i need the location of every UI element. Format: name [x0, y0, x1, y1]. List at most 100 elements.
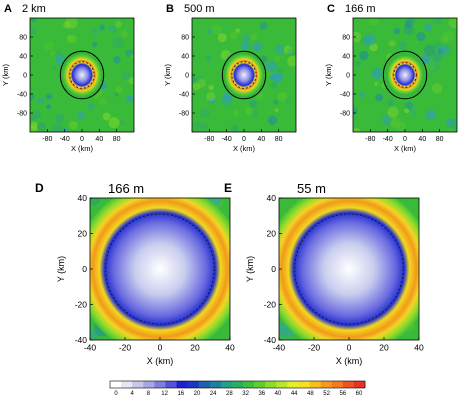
texture-blob [387, 106, 399, 118]
y-tick-label: 40 [181, 53, 189, 60]
panel-letter: C [327, 3, 335, 15]
texture-blob [369, 43, 378, 52]
texture-blob [50, 51, 55, 56]
texture-blob [51, 123, 64, 132]
reference-circle [59, 50, 105, 100]
texture-blob [386, 99, 395, 107]
texture-blob [374, 81, 379, 87]
texture-blob [240, 40, 250, 51]
texture-blob [113, 55, 121, 64]
y-tick-label: -40 [264, 335, 277, 345]
texture-blob [45, 93, 53, 100]
texture-blob [433, 41, 442, 50]
x-tick-label: -40 [222, 136, 232, 143]
texture-blob [206, 91, 216, 102]
panel-c: -80 -40 0 40 80 -80 -40 0 40 80 X (km) Y (km) C 166 m [324, 3, 458, 153]
x-tick-label: -80 [365, 136, 375, 143]
texture-blob [65, 18, 78, 29]
colorbar-swatch [121, 381, 133, 388]
x-tick-label: 20 [190, 343, 200, 353]
texture-blob [432, 51, 443, 63]
y-tick-label: 0 [23, 72, 27, 79]
texture-blob [55, 50, 62, 56]
vortex-field [58, 49, 106, 101]
y-tick-label: 0 [346, 72, 350, 79]
panel-title: 55 m [297, 181, 326, 196]
texture-blob [390, 120, 396, 126]
colorbar-swatch [320, 381, 333, 388]
texture-blob [221, 95, 233, 107]
texture-blob [217, 33, 227, 43]
colorbar-tick-label: 24 [210, 391, 217, 397]
texture-blob [108, 25, 117, 33]
x-axis-label: X (km) [394, 144, 417, 153]
texture-blob [404, 108, 410, 114]
y-tick-label: 0 [185, 72, 189, 79]
x-tick-label: -40 [383, 136, 393, 143]
y-tick-label: 40 [342, 53, 350, 60]
texture-blob [128, 77, 134, 85]
colorbar-tick-label: 48 [307, 391, 314, 397]
x-tick-label: 0 [347, 343, 352, 353]
texture-blob [200, 108, 210, 118]
texture-blob [286, 48, 295, 57]
reference-circle [382, 50, 428, 100]
texture-blob [43, 41, 54, 52]
texture-blob [63, 127, 68, 132]
x-axis-label: X (km) [336, 356, 363, 366]
rmw-contour [69, 61, 95, 89]
texture-blob [359, 91, 366, 98]
panel-title: 166 m [108, 181, 144, 196]
x-tick-label: 0 [403, 136, 407, 143]
texture-blob [449, 118, 457, 130]
texture-blob [267, 115, 278, 125]
texture-blob [30, 27, 38, 35]
texture-blob [360, 35, 371, 46]
vortex-field [220, 49, 268, 101]
colorbar-swatch [331, 381, 344, 388]
y-axis-label: Y (km) [245, 256, 255, 282]
texture-blob [192, 121, 202, 131]
texture-blob [410, 109, 416, 115]
texture-blob [115, 85, 123, 94]
y-tick-label: -80 [340, 110, 350, 117]
panel-title: 166 m [345, 3, 376, 15]
y-axis-label: Y (km) [1, 64, 10, 86]
texture-blob [112, 36, 124, 49]
colorbar-swatch [176, 381, 188, 388]
y-tick-label: 40 [19, 53, 27, 60]
colorbar-tick-label: 32 [242, 391, 249, 397]
colorbar-tick-label: 28 [226, 391, 233, 397]
colorbar-swatch [287, 381, 299, 388]
texture-blob [409, 22, 416, 28]
texture-blob [200, 122, 209, 130]
texture-blob [197, 78, 207, 88]
texture-blob [427, 60, 439, 73]
colorbar-swatch [254, 381, 266, 388]
colorbar-tick-label: 20 [194, 391, 201, 397]
texture-blob [102, 112, 111, 121]
x-tick-label: 0 [80, 136, 84, 143]
colorbar-swatch [231, 381, 244, 388]
panel-letter: A [4, 3, 12, 15]
texture-blob [205, 55, 212, 62]
texture-blob [440, 35, 449, 43]
y-tick-label: 80 [342, 34, 350, 41]
texture-blob [265, 61, 277, 73]
colorbar-tick-label: 16 [177, 391, 184, 397]
rmw-contour [294, 213, 404, 325]
texture-blob [423, 44, 436, 57]
texture-blob [354, 60, 362, 67]
colorbar-tick-label: 44 [291, 391, 298, 397]
texture-blob [381, 114, 393, 126]
panel-letter: B [166, 3, 174, 15]
texture-blob [206, 29, 212, 35]
texture-blob [229, 31, 239, 40]
rmw-contour [105, 213, 215, 325]
texture-blob [443, 30, 455, 42]
texture-blob [448, 127, 453, 132]
texture-blob [32, 110, 42, 120]
x-tick-label: -40 [84, 343, 97, 353]
colorbar-tick-label: 36 [258, 391, 265, 397]
texture-blob [353, 127, 361, 132]
